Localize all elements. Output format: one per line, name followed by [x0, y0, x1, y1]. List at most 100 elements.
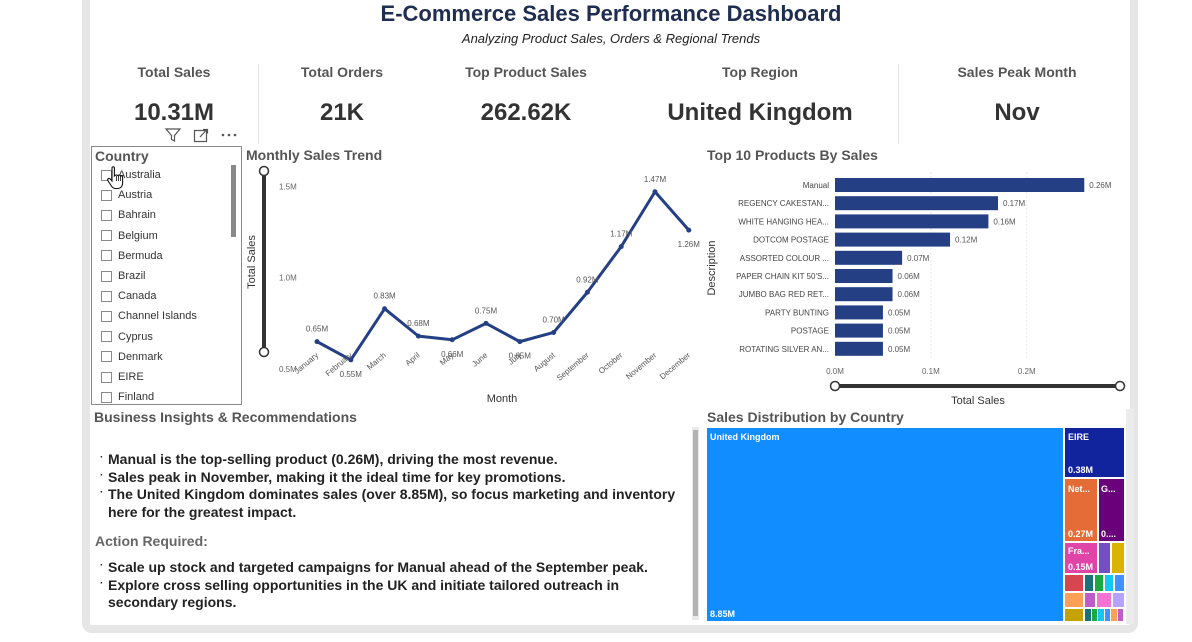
- checkbox[interactable]: [101, 331, 112, 343]
- slicer-item[interactable]: Denmark: [101, 351, 163, 363]
- treemap-tile[interactable]: [1085, 593, 1095, 607]
- treemap-tile[interactable]: [1095, 575, 1103, 591]
- line-chart-title: Monthly Sales Trend: [246, 147, 383, 163]
- data-label: 0.07M: [907, 254, 930, 263]
- treemap-tile-germany[interactable]: G... 0....: [1099, 479, 1124, 541]
- y-axis-label: Total Sales: [246, 235, 258, 289]
- checkbox[interactable]: [101, 371, 112, 383]
- checkbox[interactable]: [101, 270, 112, 282]
- treemap-tile[interactable]: [1117, 609, 1123, 621]
- slicer-item[interactable]: Austria: [101, 189, 152, 201]
- x-tick-label: 0.1M: [922, 367, 940, 376]
- kpi-divider: [898, 64, 899, 144]
- x-tick-label: December: [658, 350, 692, 381]
- bar: [835, 305, 883, 320]
- data-point: [618, 244, 624, 250]
- treemap-tile[interactable]: [1115, 575, 1124, 591]
- focus-mode-icon[interactable]: [192, 127, 210, 143]
- checkbox[interactable]: [101, 250, 112, 262]
- x-tick-label: September: [555, 350, 591, 382]
- checkbox[interactable]: [101, 209, 112, 221]
- slicer-item[interactable]: Cyprus: [101, 331, 153, 343]
- slicer-scrollbar[interactable]: [231, 165, 236, 237]
- slicer-item-label: Bermuda: [118, 249, 163, 262]
- kpi-divider: [258, 64, 259, 144]
- slicer-item[interactable]: Australia: [101, 169, 161, 181]
- slicer-item[interactable]: EIRE: [101, 371, 144, 383]
- data-label: 0.65M: [306, 325, 329, 334]
- treemap-tile-france[interactable]: Fra... 0.15M: [1065, 543, 1097, 573]
- zoom-slider-handle: [829, 380, 841, 392]
- zoom-slider-handle: [258, 346, 270, 358]
- treemap-tile[interactable]: [1097, 593, 1111, 607]
- x-tick-label: April: [404, 351, 422, 368]
- checkbox[interactable]: [101, 310, 112, 322]
- dashboard-title: E-Commerce Sales Performance Dashboard: [380, 1, 842, 26]
- kpi-peak-month-label: Sales Peak Month: [957, 64, 1077, 80]
- x-axis-label: Total Sales: [951, 395, 1005, 407]
- checkbox[interactable]: [101, 290, 112, 302]
- slicer-item-label: Bahrain: [118, 209, 156, 222]
- slicer-item[interactable]: Canada: [101, 290, 157, 302]
- insights-title: Business Insights & Recommendations: [94, 409, 357, 425]
- treemap-tile[interactable]: [1065, 593, 1083, 607]
- treemap-tile[interactable]: [1112, 543, 1124, 573]
- y-tick-label: 0.5M: [279, 365, 297, 374]
- x-tick-label: March: [365, 351, 388, 372]
- kpi-peak-month-value: Nov: [994, 99, 1040, 126]
- data-point: [314, 339, 320, 345]
- treemap-tile[interactable]: [1104, 609, 1110, 621]
- data-label: 0.70M: [542, 315, 565, 324]
- y-axis-label: Description: [706, 240, 718, 295]
- slicer-item[interactable]: Belgium: [101, 230, 158, 242]
- insights-scrollbar[interactable]: [693, 430, 698, 616]
- slicer-item[interactable]: Bermuda: [101, 250, 163, 262]
- data-label: 1.26M: [678, 240, 700, 249]
- x-tick-label: October: [597, 350, 625, 375]
- slicer-item[interactable]: Brazil: [101, 270, 146, 282]
- treemap-tile[interactable]: [1099, 543, 1110, 573]
- slicer-item[interactable]: Channel Islands: [101, 310, 197, 322]
- checkbox[interactable]: [101, 230, 112, 242]
- data-label: 0.65M: [509, 352, 532, 361]
- kpi-total-orders-label: Total Orders: [300, 64, 384, 80]
- treemap-tile[interactable]: [1105, 575, 1113, 591]
- data-point: [483, 320, 489, 326]
- kpi-top-product-value: 262.62K: [480, 99, 572, 126]
- treemap-tile-netherlands[interactable]: Net... 0.27M: [1065, 479, 1097, 541]
- data-label: 0.05M: [888, 345, 911, 354]
- x-tick-label: August: [532, 350, 557, 373]
- hand-cursor-icon: [107, 166, 124, 190]
- category-label: WHITE HANGING HEA...: [738, 217, 829, 226]
- slicer-item[interactable]: Finland: [101, 391, 154, 403]
- treemap-tile[interactable]: [1098, 609, 1104, 621]
- dashboard-subtitle: Analyzing Product Sales, Orders & Region…: [461, 31, 761, 46]
- action-required-title: Action Required:: [95, 533, 208, 549]
- data-label: 1.47M: [644, 175, 667, 184]
- treemap-tile[interactable]: [1065, 575, 1083, 591]
- action-bullet: · Scale up stock and targeted campaigns f…: [100, 559, 648, 575]
- treemap-tile[interactable]: [1111, 609, 1117, 621]
- treemap-tile[interactable]: [1065, 609, 1083, 621]
- treemap-tile-united-kingdom[interactable]: United Kingdom 8.85M: [707, 428, 1063, 621]
- slicer-item-label: Belgium: [118, 229, 158, 242]
- treemap-tile[interactable]: [1113, 593, 1124, 607]
- bar: [835, 341, 883, 356]
- data-point: [652, 189, 658, 195]
- filter-icon[interactable]: [164, 127, 182, 143]
- checkbox[interactable]: [101, 391, 112, 403]
- data-label: 0.92M: [576, 275, 599, 284]
- slicer-item-label: Austria: [118, 189, 153, 202]
- slicer-item[interactable]: Bahrain: [101, 209, 156, 221]
- more-options-icon[interactable]: [220, 127, 238, 143]
- checkbox[interactable]: [101, 351, 112, 363]
- checkbox[interactable]: [101, 189, 112, 201]
- category-label: Manual: [803, 181, 829, 190]
- treemap-tile[interactable]: [1091, 609, 1097, 621]
- treemap-tile[interactable]: [1085, 575, 1093, 591]
- data-label: 0.83M: [373, 292, 396, 301]
- bar: [835, 250, 903, 265]
- slicer-item-label: Denmark: [118, 350, 163, 363]
- treemap-tile-eire[interactable]: EIRE 0.38M: [1065, 428, 1124, 477]
- treemap-tile[interactable]: [1085, 609, 1091, 621]
